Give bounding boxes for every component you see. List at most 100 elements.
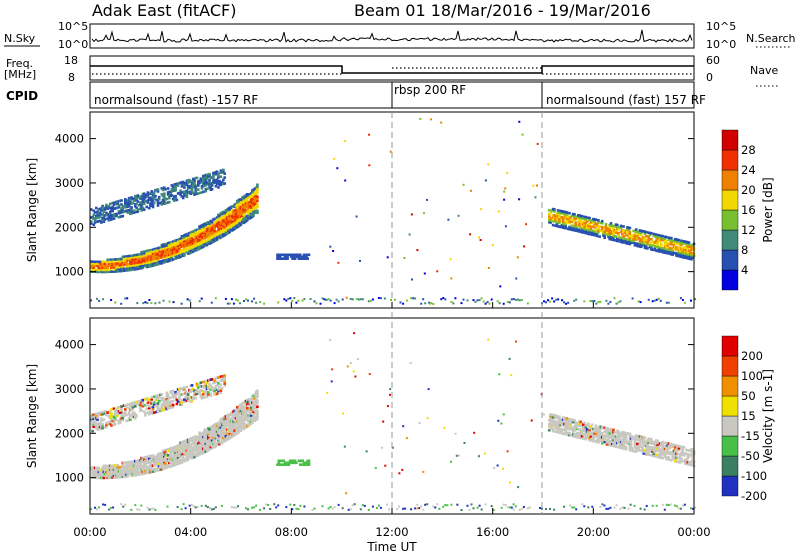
scatter-cell	[426, 503, 429, 506]
scatter-cell	[180, 445, 184, 448]
scatter-cell	[232, 416, 235, 419]
scatter-cell	[116, 414, 119, 417]
scatter-cell	[116, 468, 119, 471]
scatter-cell	[140, 409, 143, 412]
scatter-cell	[593, 300, 596, 302]
scatter-cell	[197, 188, 200, 191]
scatter-cell	[638, 233, 642, 236]
scatter-cell	[108, 202, 112, 206]
scatter-cell	[404, 507, 407, 510]
scatter-cell	[670, 459, 673, 462]
time-axis-label: Time UT	[366, 540, 417, 554]
scatter-cell	[219, 391, 223, 394]
scatter-cell	[168, 300, 171, 303]
scatter-cell	[403, 257, 406, 259]
scatter-cell	[663, 241, 667, 244]
scatter-cell	[563, 224, 566, 228]
scatter-cell	[416, 507, 419, 510]
scatter-cell	[665, 251, 668, 255]
scatter-cell	[500, 506, 503, 509]
scatter-cell	[361, 298, 364, 301]
scatter-cell	[584, 425, 588, 429]
scatter-cell	[269, 508, 272, 510]
scatter-cell	[147, 412, 151, 416]
scatter-cell	[391, 446, 394, 449]
scatter-cell	[113, 470, 117, 473]
scatter-cell	[677, 248, 681, 252]
scatter-cell	[202, 394, 205, 398]
scatter-cell	[580, 434, 584, 438]
scatter-cell	[675, 505, 678, 508]
scatter-cell	[599, 427, 603, 431]
scatter-cell	[547, 299, 549, 302]
scatter-cell	[555, 220, 559, 224]
scatter-cell	[152, 401, 156, 404]
scatter-cell	[483, 452, 486, 455]
scatter-cell	[670, 239, 673, 242]
scatter-cell	[402, 507, 405, 510]
scatter-cell	[101, 474, 104, 478]
scatter-cell	[651, 300, 654, 303]
scatter-cell	[110, 474, 113, 477]
scatter-cell	[236, 405, 239, 409]
scatter-cell	[644, 238, 648, 242]
scatter-cell	[139, 463, 142, 466]
scatter-cell	[202, 233, 205, 237]
scatter-cell	[105, 266, 108, 270]
scatter-cell	[565, 213, 569, 216]
scatter-cell	[666, 448, 669, 451]
scatter-cell	[668, 450, 672, 454]
scatter-cell	[691, 256, 695, 259]
scatter-cell	[523, 245, 526, 248]
scatter-cell	[110, 214, 113, 217]
scatter-cell	[506, 450, 509, 453]
scatter-cell	[665, 457, 668, 461]
scatter-cell	[252, 412, 255, 415]
scatter-cell	[107, 420, 111, 424]
scatter-cell	[638, 435, 642, 438]
scatter-cell	[478, 299, 481, 302]
scatter-cell	[480, 208, 483, 211]
scatter-cell	[600, 425, 604, 429]
scatter-cell	[161, 249, 165, 253]
scatter-cell	[198, 181, 201, 185]
scatter-cell	[102, 260, 106, 264]
scatter-cell	[144, 301, 147, 304]
scatter-cell	[146, 195, 150, 198]
scatter-cell	[141, 258, 145, 262]
scatter-cell	[549, 300, 551, 303]
scatter-cell	[301, 257, 304, 260]
scatter-cell	[594, 430, 598, 433]
scatter-cell	[140, 256, 143, 260]
scatter-cell	[112, 217, 116, 220]
scatter-cell	[599, 229, 603, 233]
scatter-cell	[410, 508, 413, 511]
scatter-cell	[618, 436, 622, 439]
scatter-cell	[577, 230, 580, 233]
colorbar-tick-label: 20	[741, 183, 756, 197]
scatter-cell	[246, 198, 249, 202]
scatter-cell	[191, 397, 195, 401]
scatter-cell	[617, 301, 620, 304]
scatter-cell	[126, 403, 130, 406]
scatter-cell	[647, 451, 650, 454]
scatter-cell	[455, 454, 458, 457]
scatter-cell	[662, 247, 666, 250]
scatter-cell	[560, 224, 564, 227]
scatter-cell	[101, 412, 104, 416]
scatter-cell	[154, 302, 157, 305]
scatter-cell	[176, 448, 180, 452]
scatter-cell	[298, 257, 302, 260]
scatter-cell	[110, 258, 113, 261]
scatter-cell	[608, 233, 611, 237]
scatter-cell	[534, 196, 537, 199]
scatter-cell	[209, 384, 213, 387]
scatter-cell	[110, 264, 113, 267]
scatter-cell	[101, 422, 104, 426]
scatter-cell	[595, 234, 599, 238]
scatter-cell	[594, 232, 598, 235]
scatter-cell	[227, 413, 230, 417]
scatter-cell	[624, 435, 628, 439]
scatter-cell	[440, 298, 443, 301]
scatter-cell	[619, 236, 623, 240]
